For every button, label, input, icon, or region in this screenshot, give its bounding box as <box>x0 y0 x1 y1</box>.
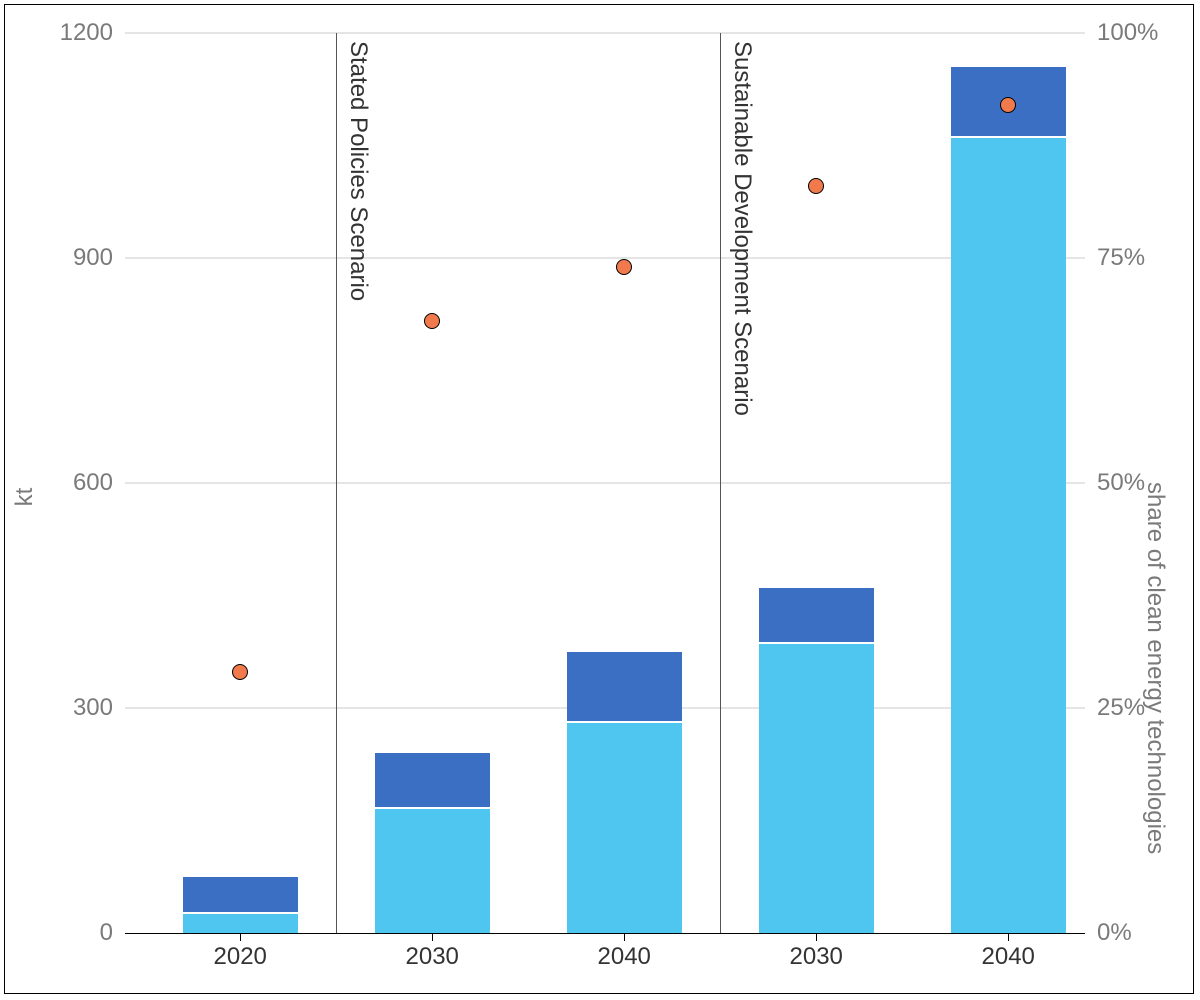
share-marker <box>232 664 248 680</box>
y-left-tick-label: 600 <box>73 469 125 497</box>
scenario-label: Sustainable Development Scenario <box>728 41 756 416</box>
x-tick-label: 2030 <box>789 933 842 971</box>
share-marker <box>808 178 824 194</box>
x-tick-label: 2040 <box>981 933 1034 971</box>
share-marker <box>424 313 440 329</box>
share-marker <box>616 259 632 275</box>
bar-upper <box>183 877 298 913</box>
y-left-tick-label: 900 <box>73 244 125 272</box>
bar-lower <box>951 138 1066 933</box>
y-axis-right-title: share of clean energy technologies <box>1141 482 1169 512</box>
bar-upper <box>375 753 490 807</box>
y-axis-left-title: kt <box>11 488 39 507</box>
chart-frame: 0 0% 300 25% 600 50% 900 75% 1200 100% Stated Poli… <box>4 4 1194 994</box>
bar-lower <box>759 644 874 933</box>
bar-lower <box>183 914 298 933</box>
y-right-tick-label: 50% <box>1085 469 1145 497</box>
y-right-tick-label: 0% <box>1085 919 1132 947</box>
gridline <box>125 257 1085 259</box>
bar-lower <box>567 723 682 933</box>
y-left-tick-label: 1200 <box>60 19 125 47</box>
gridline <box>125 32 1085 34</box>
x-tick-label: 2030 <box>405 933 458 971</box>
bar-lower <box>375 809 490 933</box>
bar-upper <box>759 588 874 642</box>
scenario-divider: Stated Policies Scenario <box>336 33 337 933</box>
share-marker <box>1000 97 1016 113</box>
plot-area: 00%30025%60050%90075%1200100%Stated Poli… <box>125 33 1085 933</box>
y-right-tick-label: 25% <box>1085 694 1145 722</box>
y-left-tick-label: 300 <box>73 694 125 722</box>
x-tick-label: 2020 <box>213 933 266 971</box>
scenario-divider: Sustainable Development Scenario <box>720 33 721 933</box>
y-right-tick-label: 100% <box>1085 19 1158 47</box>
x-tick-label: 2040 <box>597 933 650 971</box>
y-left-tick-label: 0 <box>100 919 125 947</box>
scenario-label: Stated Policies Scenario <box>344 41 372 301</box>
bar-upper <box>567 652 682 721</box>
y-right-tick-label: 75% <box>1085 244 1145 272</box>
gridline <box>125 482 1085 484</box>
